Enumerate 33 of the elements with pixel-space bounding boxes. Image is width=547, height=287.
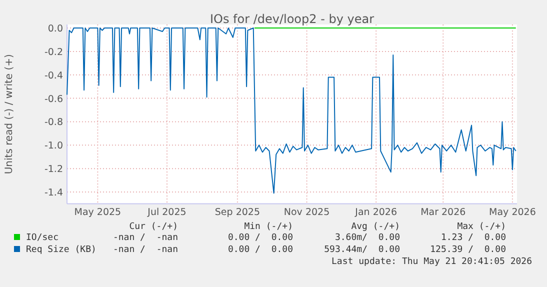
x-tick-label: May 2026 <box>489 207 536 218</box>
x-tick-label: Nov 2025 <box>284 207 330 218</box>
line-series <box>66 28 516 194</box>
text: -nan / -nan <box>112 245 178 255</box>
y-tick-label: -0.2 <box>44 46 63 58</box>
text: -nan / -nan <box>112 233 178 243</box>
chart-title: IOs for /dev/loop2 - by year <box>210 12 374 26</box>
text: 1.23 / 0.00 <box>440 233 506 243</box>
text: Cur (-/+) <box>129 222 178 232</box>
y-tick-label: -0.4 <box>44 70 63 82</box>
y-axis-title: Units read (-) / write (+) <box>4 54 15 174</box>
text: 0.00 / 0.00 <box>228 245 293 255</box>
x-tick-label: May 2025 <box>74 207 122 218</box>
text: 3.60m/ 0.00 <box>334 233 400 243</box>
y-tick-label: -0.6 <box>44 94 63 105</box>
legend-label: Req Size (KB) <box>26 245 96 255</box>
y-tick-label: 0.0 <box>48 24 63 35</box>
y-tick-label: -0.8 <box>44 117 63 128</box>
legend-label: IO/sec <box>26 233 59 243</box>
x-tick-label: Jul 2025 <box>146 207 186 218</box>
x-tick-label: Mar 2026 <box>420 207 466 218</box>
text: Min (-/+) <box>244 222 293 232</box>
text: Max (-/+) <box>457 222 506 232</box>
text: Avg (-/+) <box>351 222 400 232</box>
text: 593.44m/ 0.00 <box>324 245 400 255</box>
text: Last update: Thu May 21 20:41:05 2026 <box>332 257 532 267</box>
text: 125.39 / 0.00 <box>430 245 506 255</box>
y-tick-label: -1.4 <box>44 187 63 198</box>
x-tick-label: Sep 2025 <box>214 207 260 218</box>
y-tick-label: -1.0 <box>44 140 63 152</box>
y-tick-label: -1.2 <box>44 164 63 176</box>
text: 0.00 / 0.00 <box>228 233 293 243</box>
x-tick-label: Jan 2026 <box>354 207 398 218</box>
